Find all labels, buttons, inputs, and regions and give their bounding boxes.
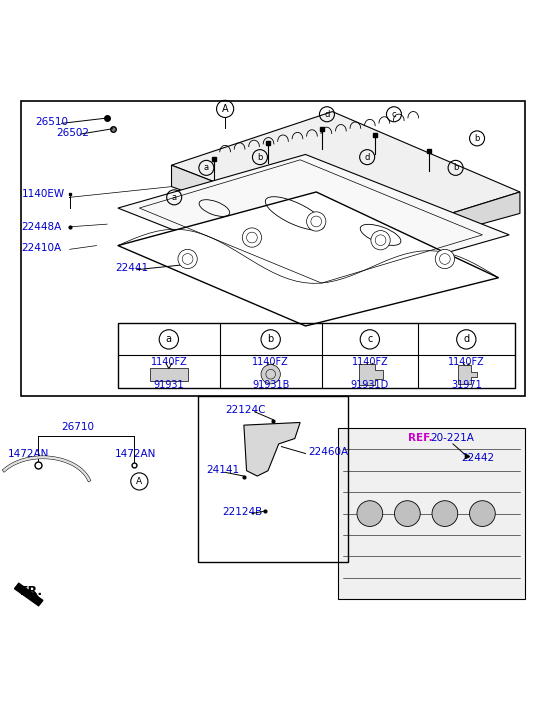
Text: A: A bbox=[222, 104, 228, 114]
Text: 22124B: 22124B bbox=[222, 507, 263, 517]
Circle shape bbox=[357, 501, 383, 526]
Text: A: A bbox=[136, 477, 143, 486]
Text: 1140FZ: 1140FZ bbox=[252, 357, 289, 367]
Text: b: b bbox=[474, 134, 480, 143]
Bar bbox=[21, 101, 525, 395]
Polygon shape bbox=[359, 364, 383, 385]
Text: 1472AN: 1472AN bbox=[8, 449, 49, 459]
Circle shape bbox=[242, 228, 262, 247]
Text: 91931B: 91931B bbox=[252, 380, 289, 390]
Circle shape bbox=[432, 501, 458, 526]
Text: a: a bbox=[166, 334, 172, 345]
Polygon shape bbox=[14, 583, 43, 606]
Circle shape bbox=[470, 501, 495, 526]
Text: b: b bbox=[267, 334, 274, 345]
Text: b: b bbox=[257, 153, 263, 161]
Polygon shape bbox=[118, 192, 498, 326]
Bar bbox=[118, 324, 515, 387]
Text: a: a bbox=[172, 193, 177, 202]
Text: 22124C: 22124C bbox=[225, 405, 266, 415]
Polygon shape bbox=[458, 364, 477, 384]
Text: 22410A: 22410A bbox=[21, 243, 62, 253]
Polygon shape bbox=[118, 154, 509, 289]
Circle shape bbox=[307, 212, 326, 231]
Text: 26510: 26510 bbox=[35, 117, 68, 127]
Text: a: a bbox=[204, 164, 209, 172]
Polygon shape bbox=[172, 165, 364, 257]
Circle shape bbox=[261, 364, 280, 384]
Text: 1140FZ: 1140FZ bbox=[448, 357, 485, 367]
Text: 1472AN: 1472AN bbox=[115, 449, 157, 459]
Text: 22442: 22442 bbox=[461, 453, 494, 463]
Circle shape bbox=[371, 230, 390, 250]
Polygon shape bbox=[172, 111, 520, 240]
Text: 1140EW: 1140EW bbox=[21, 189, 64, 199]
Text: d: d bbox=[463, 334, 470, 345]
Text: 91931D: 91931D bbox=[351, 380, 389, 390]
Text: 26710: 26710 bbox=[61, 422, 94, 433]
Text: 1140FZ: 1140FZ bbox=[352, 357, 388, 367]
Text: c: c bbox=[392, 110, 396, 119]
Text: 1140FZ: 1140FZ bbox=[151, 357, 187, 367]
Text: d: d bbox=[364, 153, 370, 161]
Text: 31971: 31971 bbox=[451, 380, 482, 390]
Bar bbox=[150, 368, 188, 381]
Polygon shape bbox=[244, 422, 300, 476]
Bar bbox=[198, 395, 348, 562]
Text: 20-221A: 20-221A bbox=[430, 433, 474, 443]
Text: c: c bbox=[367, 334, 373, 345]
Polygon shape bbox=[364, 192, 520, 257]
Circle shape bbox=[394, 501, 420, 526]
Text: 24141: 24141 bbox=[206, 465, 240, 475]
Text: REF.: REF. bbox=[408, 433, 433, 443]
Text: FR.: FR. bbox=[20, 585, 43, 598]
Text: 22448A: 22448A bbox=[21, 222, 62, 231]
Text: d: d bbox=[324, 110, 330, 119]
Text: 22441: 22441 bbox=[115, 263, 148, 273]
Polygon shape bbox=[338, 427, 525, 599]
Text: b: b bbox=[453, 164, 458, 172]
Text: 26502: 26502 bbox=[56, 128, 90, 137]
Circle shape bbox=[435, 249, 455, 269]
Text: 91931: 91931 bbox=[153, 380, 184, 390]
Circle shape bbox=[178, 249, 197, 269]
Text: 22460A: 22460A bbox=[308, 446, 348, 457]
